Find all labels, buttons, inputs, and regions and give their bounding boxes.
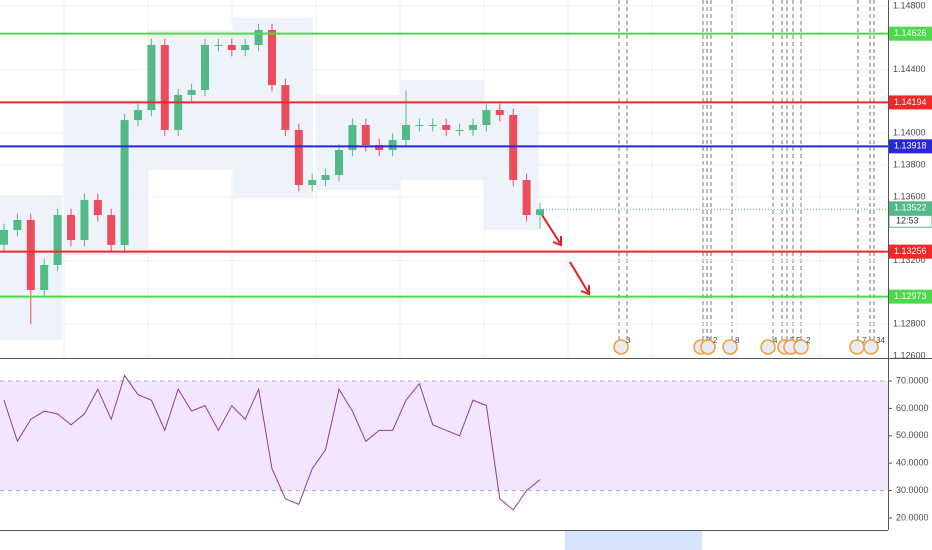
candle-body (536, 209, 544, 216)
event-count: 3 (626, 336, 631, 345)
candle-body (495, 110, 504, 115)
y-tick-label: 1.14400 (893, 64, 926, 74)
event-count: 8 (735, 336, 740, 345)
volume-profiles (0, 18, 539, 340)
candle-body (348, 125, 357, 150)
candle-body (402, 125, 410, 140)
candle-body (93, 199, 102, 216)
candle-body (174, 94, 183, 130)
candle-body (281, 85, 290, 130)
last-price-box (889, 201, 932, 216)
countdown: 12:53 (896, 216, 919, 226)
event-lines (618, 0, 875, 340)
level-label: 1.13256 (894, 246, 927, 256)
level-label-box (889, 244, 932, 259)
candle-body (469, 125, 477, 130)
candle-body (361, 125, 370, 146)
rsi-band (0, 381, 888, 491)
level-label-box (889, 139, 932, 154)
candle-body (120, 120, 129, 245)
candle-body (187, 90, 196, 95)
candle-body (214, 44, 223, 46)
candle-body (268, 30, 276, 86)
candle-body (241, 44, 250, 51)
candle-body (335, 149, 343, 175)
candle-body (147, 44, 156, 111)
arrows (541, 214, 590, 296)
y-tick-label: 1.12800 (893, 319, 926, 329)
candle-body (482, 110, 491, 125)
rsi-line (3, 374, 541, 511)
candle-body (227, 44, 236, 51)
candle-body (107, 215, 116, 245)
level-label: 1.12973 (894, 291, 927, 301)
event-count: 2 (713, 336, 718, 345)
level-label-box (889, 289, 932, 304)
last-price-label: 1.13522 (894, 203, 927, 213)
candle-body (26, 219, 35, 290)
candle-body (455, 129, 464, 131)
candle-body (0, 230, 8, 245)
event-icon (722, 339, 738, 355)
candle-body (415, 125, 424, 126)
rsi-pane (0, 374, 888, 511)
y-tick-label: 1.14800 (893, 0, 926, 10)
time-highlight (565, 531, 702, 550)
candle-body (522, 180, 531, 216)
candle-body (388, 139, 397, 150)
candle-body (67, 215, 75, 241)
level-label-box (889, 26, 932, 41)
price-pane (0, 0, 888, 358)
y-tick-label: 1.13600 (893, 191, 926, 201)
y-tick-label: 1.13200 (893, 255, 926, 265)
candle-body (428, 125, 437, 126)
y-tick-label: 70.0000 (896, 375, 929, 385)
candle-body (160, 44, 169, 130)
event-icon (793, 339, 809, 355)
y-tick-label: 40.0000 (896, 458, 929, 468)
candle-body (321, 174, 330, 181)
level-label: 1.13918 (894, 141, 927, 151)
event-count: 7 (862, 336, 867, 345)
level-label-box (889, 95, 932, 110)
y-tick-label: 30.0000 (896, 485, 929, 495)
candle-body (442, 125, 451, 130)
level-label: 1.14626 (894, 28, 927, 38)
y-tick-label: 50.0000 (896, 430, 929, 440)
candle-body (254, 30, 263, 45)
event-count: 34 (876, 336, 885, 345)
y-tick-label: 1.13800 (893, 159, 926, 169)
y-tick-label: 60.0000 (896, 403, 929, 413)
candle-body (294, 129, 303, 185)
candle-body (134, 110, 142, 121)
y-tick-label: 20.0000 (896, 512, 929, 522)
y-tick-label: 1.14000 (893, 128, 926, 138)
y-tick-label: 1.12600 (893, 350, 926, 360)
candle-body (13, 219, 22, 230)
candle-body (308, 180, 317, 185)
event-icon (863, 339, 879, 355)
event-icon (700, 339, 716, 355)
candle-body (40, 265, 49, 290)
level-label: 1.14194 (894, 97, 927, 107)
candle-body (509, 114, 518, 181)
event-count: 2 (806, 336, 811, 345)
candle-body (201, 44, 209, 90)
candle-body (375, 145, 384, 150)
candle-body (53, 215, 62, 265)
event-icon (760, 339, 776, 355)
candle-body (80, 199, 89, 241)
event-icon (613, 339, 629, 355)
event-count: 4 (773, 336, 778, 345)
time-axis (0, 530, 932, 550)
